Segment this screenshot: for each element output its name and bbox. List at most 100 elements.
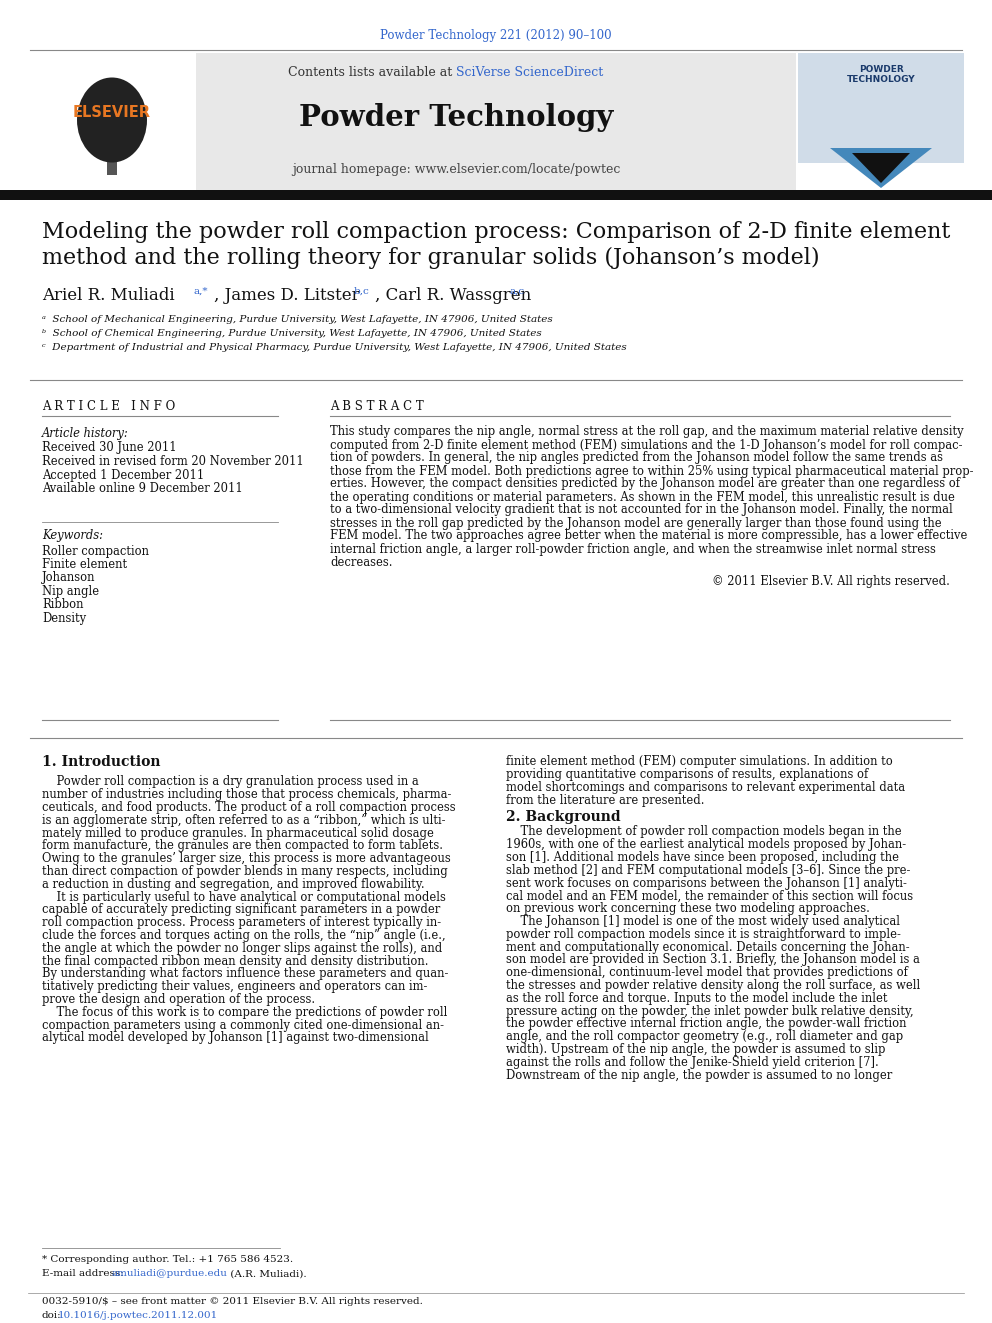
Text: decreases.: decreases. xyxy=(330,556,393,569)
Text: titatively predicting their values, engineers and operators can im-: titatively predicting their values, engi… xyxy=(42,980,428,994)
Text: Available online 9 December 2011: Available online 9 December 2011 xyxy=(42,482,243,495)
Text: ᵃ  School of Mechanical Engineering, Purdue University, West Lafayette, IN 47906: ᵃ School of Mechanical Engineering, Purd… xyxy=(42,315,553,324)
Text: The Johanson [1] model is one of the most widely used analytical: The Johanson [1] model is one of the mos… xyxy=(506,916,900,929)
Bar xyxy=(798,163,964,193)
Text: ceuticals, and food products. The product of a roll compaction process: ceuticals, and food products. The produc… xyxy=(42,802,455,814)
Text: pressure acting on the powder, the inlet powder bulk relative density,: pressure acting on the powder, the inlet… xyxy=(506,1004,914,1017)
Text: 1960s, with one of the earliest analytical models proposed by Johan-: 1960s, with one of the earliest analytic… xyxy=(506,839,906,851)
Ellipse shape xyxy=(77,78,147,163)
Text: internal friction angle, a larger roll-powder friction angle, and when the strea: internal friction angle, a larger roll-p… xyxy=(330,542,935,556)
Text: method and the rolling theory for granular solids (Johanson’s model): method and the rolling theory for granul… xyxy=(42,247,819,269)
Text: is an agglomerate strip, often referred to as a “ribbon,” which is ulti-: is an agglomerate strip, often referred … xyxy=(42,814,445,827)
Text: the final compacted ribbon mean density and density distribution.: the final compacted ribbon mean density … xyxy=(42,955,429,967)
Text: Density: Density xyxy=(42,613,86,624)
Text: , James D. Litster: , James D. Litster xyxy=(214,287,360,304)
Text: Received 30 June 2011: Received 30 June 2011 xyxy=(42,442,177,455)
Text: stresses in the roll gap predicted by the Johanson model are generally larger th: stresses in the roll gap predicted by th… xyxy=(330,516,941,529)
Text: Owing to the granules’ larger size, this process is more advantageous: Owing to the granules’ larger size, this… xyxy=(42,852,450,865)
Text: Powder Technology: Powder Technology xyxy=(299,103,613,132)
Text: Keywords:: Keywords: xyxy=(42,529,103,542)
Text: ᵇ  School of Chemical Engineering, Purdue University, West Lafayette, IN 47906, : ᵇ School of Chemical Engineering, Purdue… xyxy=(42,329,542,339)
Text: Powder Technology 221 (2012) 90–100: Powder Technology 221 (2012) 90–100 xyxy=(380,29,612,41)
Text: finite element method (FEM) computer simulations. In addition to: finite element method (FEM) computer sim… xyxy=(506,755,893,769)
Text: ELSEVIER: ELSEVIER xyxy=(73,105,151,120)
Text: a,*: a,* xyxy=(194,287,208,295)
Text: number of industries including those that process chemicals, pharma-: number of industries including those tha… xyxy=(42,789,451,802)
Text: cal model and an FEM model, the remainder of this section will focus: cal model and an FEM model, the remainde… xyxy=(506,889,913,902)
Text: Roller compaction: Roller compaction xyxy=(42,545,149,557)
Text: FEM model. The two approaches agree better when the material is more compressibl: FEM model. The two approaches agree bett… xyxy=(330,529,967,542)
Text: the stresses and powder relative density along the roll surface, as well: the stresses and powder relative density… xyxy=(506,979,921,992)
Text: POWDER: POWDER xyxy=(859,66,904,74)
Text: clude the forces and torques acting on the rolls, the “nip” angle (i.e.,: clude the forces and torques acting on t… xyxy=(42,929,445,942)
Text: capable of accurately predicting significant parameters in a powder: capable of accurately predicting signifi… xyxy=(42,904,440,917)
Bar xyxy=(107,146,117,175)
Text: amuliadi@purdue.edu: amuliadi@purdue.edu xyxy=(112,1270,228,1278)
Text: 2. Background: 2. Background xyxy=(506,810,621,824)
Text: a reduction in dusting and segregation, and improved flowability.: a reduction in dusting and segregation, … xyxy=(42,878,425,890)
Text: E-mail address:: E-mail address: xyxy=(42,1270,127,1278)
Text: those from the FEM model. Both predictions agree to within 25% using typical pha: those from the FEM model. Both predictio… xyxy=(330,464,973,478)
Text: The focus of this work is to compare the predictions of powder roll: The focus of this work is to compare the… xyxy=(42,1005,447,1019)
Text: from the literature are presented.: from the literature are presented. xyxy=(506,794,704,807)
Text: Accepted 1 December 2011: Accepted 1 December 2011 xyxy=(42,468,204,482)
Text: It is particularly useful to have analytical or computational models: It is particularly useful to have analyt… xyxy=(42,890,445,904)
Text: A B S T R A C T: A B S T R A C T xyxy=(330,400,424,413)
Text: slab method [2] and FEM computational models [3–6]. Since the pre-: slab method [2] and FEM computational mo… xyxy=(506,864,911,877)
Text: Nip angle: Nip angle xyxy=(42,585,99,598)
Text: sent work focuses on comparisons between the Johanson [1] analyti-: sent work focuses on comparisons between… xyxy=(506,877,907,889)
Text: the operating conditions or material parameters. As shown in the FEM model, this: the operating conditions or material par… xyxy=(330,491,955,504)
Text: tion of powders. In general, the nip angles predicted from the Johanson model fo: tion of powders. In general, the nip ang… xyxy=(330,451,943,464)
Text: Finite element: Finite element xyxy=(42,558,127,572)
Text: TECHNOLOGY: TECHNOLOGY xyxy=(847,75,916,85)
Text: alytical model developed by Johanson [1] against two-dimensional: alytical model developed by Johanson [1]… xyxy=(42,1032,429,1044)
Text: Ariel R. Muliadi: Ariel R. Muliadi xyxy=(42,287,175,304)
Text: SciVerse ScienceDirect: SciVerse ScienceDirect xyxy=(456,66,603,79)
Text: erties. However, the compact densities predicted by the Johanson model are great: erties. However, the compact densities p… xyxy=(330,478,960,491)
Text: width). Upstream of the nip angle, the powder is assumed to slip: width). Upstream of the nip angle, the p… xyxy=(506,1043,886,1056)
Text: 0032-5910/$ – see front matter © 2011 Elsevier B.V. All rights reserved.: 0032-5910/$ – see front matter © 2011 El… xyxy=(42,1298,423,1307)
Text: A R T I C L E   I N F O: A R T I C L E I N F O xyxy=(42,400,176,413)
Bar xyxy=(798,53,964,193)
Text: , Carl R. Wassgren: , Carl R. Wassgren xyxy=(375,287,532,304)
Text: roll compaction process. Process parameters of interest typically in-: roll compaction process. Process paramet… xyxy=(42,917,441,929)
Text: Contents lists available at: Contents lists available at xyxy=(288,66,456,79)
Text: Modeling the powder roll compaction process: Comparison of 2-D finite element: Modeling the powder roll compaction proc… xyxy=(42,221,950,243)
Text: compaction parameters using a commonly cited one-dimensional an-: compaction parameters using a commonly c… xyxy=(42,1019,444,1032)
Text: form manufacture, the granules are then compacted to form tablets.: form manufacture, the granules are then … xyxy=(42,840,443,852)
Text: a,c: a,c xyxy=(510,287,525,295)
Text: Downstream of the nip angle, the powder is assumed to no longer: Downstream of the nip angle, the powder … xyxy=(506,1069,892,1082)
Text: against the rolls and follow the Jenike-Shield yield criterion [7].: against the rolls and follow the Jenike-… xyxy=(506,1056,879,1069)
Text: (A.R. Muliadi).: (A.R. Muliadi). xyxy=(227,1270,307,1278)
Text: ᶜ  Department of Industrial and Physical Pharmacy, Purdue University, West Lafay: ᶜ Department of Industrial and Physical … xyxy=(42,344,627,352)
Text: The development of powder roll compaction models began in the: The development of powder roll compactio… xyxy=(506,826,902,839)
Text: © 2011 Elsevier B.V. All rights reserved.: © 2011 Elsevier B.V. All rights reserved… xyxy=(712,574,950,587)
Text: Powder roll compaction is a dry granulation process used in a: Powder roll compaction is a dry granulat… xyxy=(42,775,419,789)
Text: providing quantitative comparisons of results, explanations of: providing quantitative comparisons of re… xyxy=(506,769,868,782)
Text: By understanding what factors influence these parameters and quan-: By understanding what factors influence … xyxy=(42,967,448,980)
Text: on previous work concerning these two modeling approaches.: on previous work concerning these two mo… xyxy=(506,902,870,916)
Text: son [1]. Additional models have since been proposed, including the: son [1]. Additional models have since be… xyxy=(506,851,899,864)
Text: the angle at which the powder no longer slips against the rolls), and: the angle at which the powder no longer … xyxy=(42,942,442,955)
Text: mately milled to produce granules. In pharmaceutical solid dosage: mately milled to produce granules. In ph… xyxy=(42,827,434,840)
Text: angle, and the roll compactor geometry (e.g., roll diameter and gap: angle, and the roll compactor geometry (… xyxy=(506,1031,903,1044)
Text: * Corresponding author. Tel.: +1 765 586 4523.: * Corresponding author. Tel.: +1 765 586… xyxy=(42,1256,293,1265)
Text: computed from 2-D finite element method (FEM) simulations and the 1-D Johanson’s: computed from 2-D finite element method … xyxy=(330,438,962,451)
Text: Received in revised form 20 November 2011: Received in revised form 20 November 201… xyxy=(42,455,304,468)
Text: one-dimensional, continuum-level model that provides predictions of: one-dimensional, continuum-level model t… xyxy=(506,966,908,979)
Text: son model are provided in Section 3.1. Briefly, the Johanson model is a: son model are provided in Section 3.1. B… xyxy=(506,954,920,967)
Polygon shape xyxy=(830,148,932,188)
Text: doi:: doi: xyxy=(42,1311,62,1319)
Text: prove the design and operation of the process.: prove the design and operation of the pr… xyxy=(42,994,315,1005)
Text: powder roll compaction models since it is straightforward to imple-: powder roll compaction models since it i… xyxy=(506,927,901,941)
Text: to a two-dimensional velocity gradient that is not accounted for in the Johanson: to a two-dimensional velocity gradient t… xyxy=(330,504,952,516)
Text: 10.1016/j.powtec.2011.12.001: 10.1016/j.powtec.2011.12.001 xyxy=(58,1311,218,1319)
Text: b,c: b,c xyxy=(354,287,370,295)
Text: the powder effective internal friction angle, the powder-wall friction: the powder effective internal friction a… xyxy=(506,1017,907,1031)
Text: than direct compaction of powder blends in many respects, including: than direct compaction of powder blends … xyxy=(42,865,447,878)
Text: model shortcomings and comparisons to relevant experimental data: model shortcomings and comparisons to re… xyxy=(506,781,905,794)
Text: This study compares the nip angle, normal stress at the roll gap, and the maximu: This study compares the nip angle, norma… xyxy=(330,426,963,438)
Text: journal homepage: www.elsevier.com/locate/powtec: journal homepage: www.elsevier.com/locat… xyxy=(292,164,620,176)
Bar xyxy=(28,53,196,193)
Bar xyxy=(28,53,796,193)
